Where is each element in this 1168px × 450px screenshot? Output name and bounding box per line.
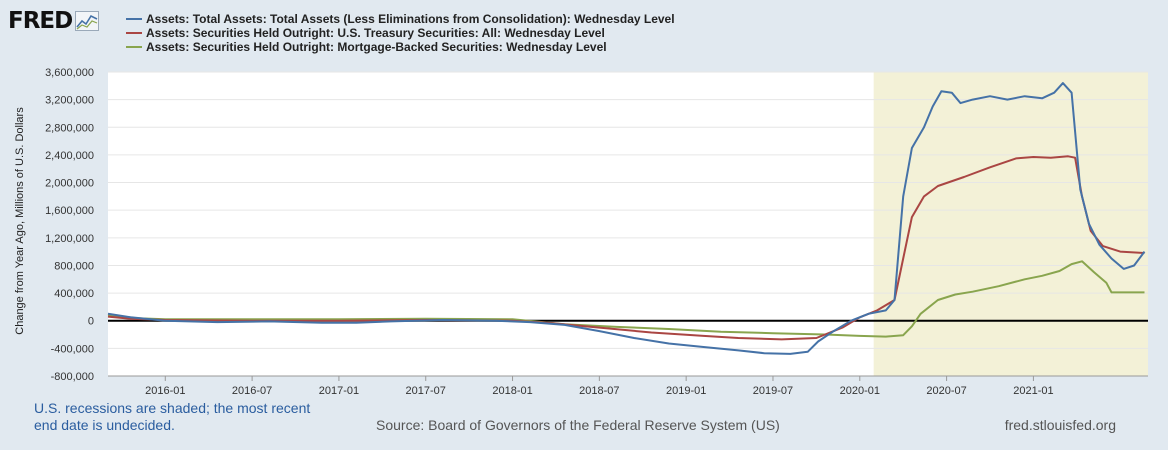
series-line-total-assets — [107, 82, 1146, 355]
legend-item-total-assets[interactable]: Assets: Total Assets: Total Assets (Less… — [126, 12, 675, 26]
fred-logo[interactable]: FRED — [8, 6, 100, 36]
y-tick-label: 2,000,000 — [45, 178, 94, 190]
y-tick-label: 0 — [88, 316, 94, 328]
recession-shade — [873, 72, 1148, 376]
y-tick-label: 400,000 — [54, 288, 94, 300]
y-tick-label: 2,800,000 — [45, 122, 94, 134]
x-tick-label: 2017-01 — [319, 385, 359, 397]
y-tick-label: 3,200,000 — [45, 95, 94, 107]
legend-label: Assets: Securities Held Outright: U.S. T… — [146, 26, 605, 40]
x-tick-label: 2020-07 — [926, 385, 966, 397]
fred-logo-text: FRED — [8, 8, 73, 34]
x-tick-label: 2016-07 — [232, 385, 272, 397]
x-tick-label: 2018-01 — [492, 385, 532, 397]
legend-label: Assets: Total Assets: Total Assets (Less… — [146, 12, 675, 26]
x-tick-label: 2017-07 — [406, 385, 446, 397]
site-link[interactable]: fred.stlouisfed.org — [1004, 417, 1116, 433]
x-tick-label: 2020-01 — [840, 385, 880, 397]
legend-swatch — [126, 32, 142, 34]
legend-swatch — [126, 46, 142, 48]
series-line-mortgage-backed-securities — [107, 260, 1145, 338]
x-tick-label: 2019-01 — [666, 385, 706, 397]
x-tick-label: 2021-01 — [1013, 385, 1053, 397]
legend-item-mbs[interactable]: Assets: Securities Held Outright: Mortga… — [126, 40, 675, 54]
y-tick-label: -800,000 — [51, 371, 94, 383]
y-tick-label: -400,000 — [51, 343, 94, 355]
legend-label: Assets: Securities Held Outright: Mortga… — [146, 40, 607, 54]
fred-chart-logo-icon — [75, 11, 100, 31]
y-tick-label: 1,200,000 — [45, 233, 94, 245]
y-tick-label: 800,000 — [54, 260, 94, 272]
x-tick-label: 2016-01 — [145, 385, 185, 397]
x-tick-label: 2018-07 — [579, 385, 619, 397]
y-tick-label: 3,600,000 — [45, 67, 94, 79]
y-tick-label: 2,400,000 — [45, 150, 94, 162]
x-tick-label: 2019-07 — [753, 385, 793, 397]
y-tick-label: 1,600,000 — [45, 205, 94, 217]
recession-note: U.S. recessions are shaded; the most rec… — [34, 400, 311, 433]
source-text: Source: Board of Governors of the Federa… — [376, 417, 780, 433]
legend-swatch — [126, 18, 142, 20]
legend-item-treasury[interactable]: Assets: Securities Held Outright: U.S. T… — [126, 26, 675, 40]
chart-legend: Assets: Total Assets: Total Assets (Less… — [126, 12, 675, 54]
